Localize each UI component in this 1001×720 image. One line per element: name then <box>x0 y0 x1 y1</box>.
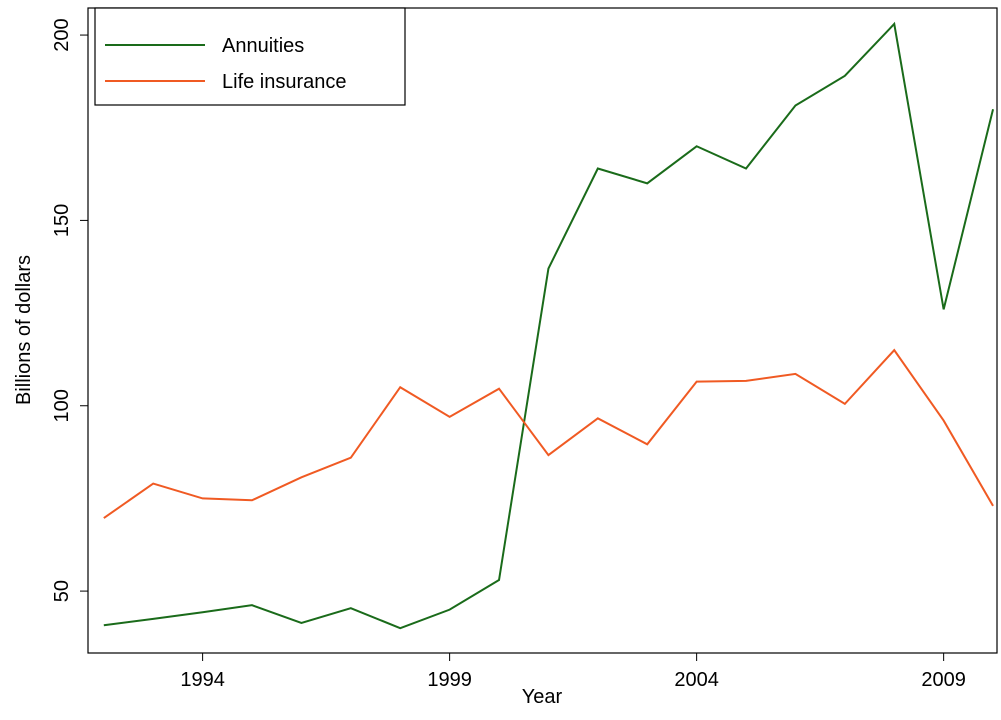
data-line <box>103 21 995 630</box>
y-tick-label: 200 <box>51 18 73 51</box>
x-tick-label: 2004 <box>674 669 719 691</box>
x-tick-label: 2009 <box>921 669 966 691</box>
y-axis-label: Billions of dollars <box>13 255 35 405</box>
x-axis-label: Year <box>522 686 563 708</box>
legend-label: Life insurance <box>222 71 347 93</box>
y-tick-label: 50 <box>51 580 73 602</box>
x-tick-label: 1994 <box>180 669 225 691</box>
data-line <box>103 348 994 519</box>
legend-label: Annuities <box>222 35 304 57</box>
y-tick-label: 100 <box>51 389 73 422</box>
x-tick-label: 1999 <box>427 669 472 691</box>
plot-frame <box>87 7 998 654</box>
y-tick-label: 150 <box>51 204 73 237</box>
legend-box <box>94 7 406 106</box>
